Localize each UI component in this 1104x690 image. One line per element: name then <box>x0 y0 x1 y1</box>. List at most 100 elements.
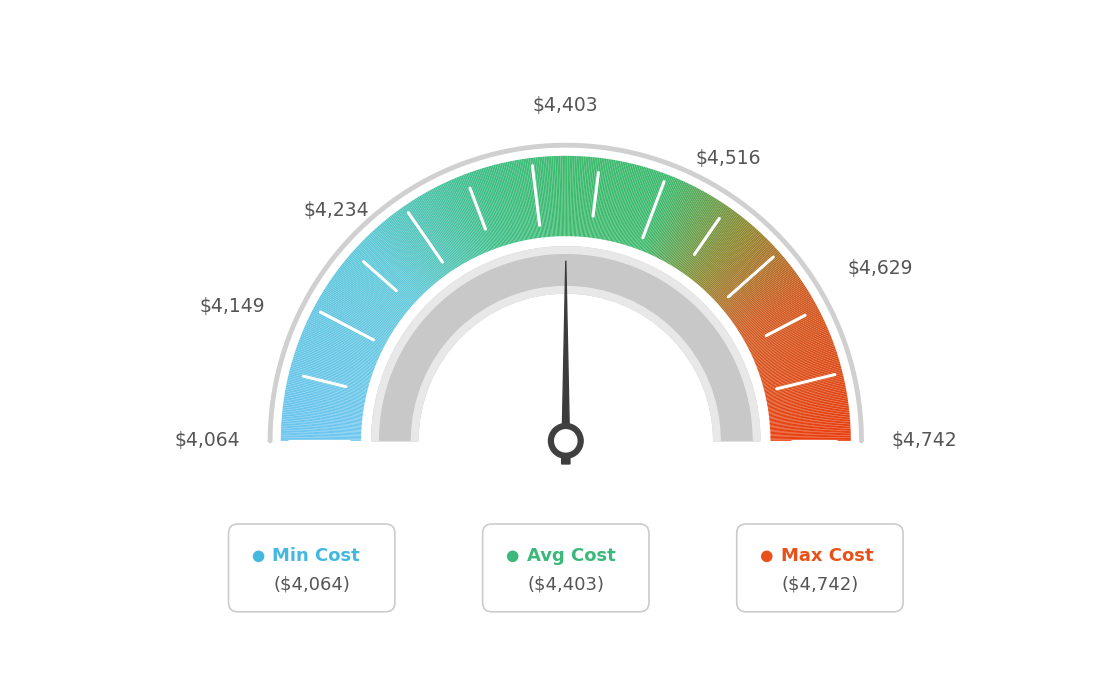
Wedge shape <box>680 204 729 273</box>
Wedge shape <box>349 253 413 308</box>
Wedge shape <box>293 353 372 380</box>
Wedge shape <box>662 189 703 263</box>
Wedge shape <box>458 175 491 253</box>
Wedge shape <box>392 213 443 279</box>
Wedge shape <box>397 208 447 277</box>
Wedge shape <box>539 155 548 239</box>
Wedge shape <box>736 286 808 332</box>
Wedge shape <box>689 213 742 280</box>
Wedge shape <box>505 161 524 242</box>
Wedge shape <box>344 258 410 313</box>
Wedge shape <box>414 197 459 268</box>
Wedge shape <box>347 255 411 310</box>
Wedge shape <box>279 426 363 432</box>
Wedge shape <box>749 315 825 353</box>
Wedge shape <box>464 172 495 251</box>
Wedge shape <box>768 430 852 435</box>
Wedge shape <box>322 289 393 334</box>
Text: Avg Cost: Avg Cost <box>527 547 615 565</box>
Wedge shape <box>764 378 846 397</box>
Wedge shape <box>410 200 456 270</box>
Wedge shape <box>752 326 829 360</box>
Wedge shape <box>649 179 684 256</box>
Wedge shape <box>728 268 795 319</box>
Wedge shape <box>295 346 374 375</box>
Wedge shape <box>548 155 554 238</box>
Wedge shape <box>279 423 363 429</box>
Wedge shape <box>486 166 510 246</box>
Wedge shape <box>437 184 476 259</box>
Wedge shape <box>689 213 740 279</box>
Wedge shape <box>747 313 822 351</box>
Wedge shape <box>423 192 466 264</box>
Wedge shape <box>683 207 733 275</box>
Wedge shape <box>692 217 745 283</box>
Wedge shape <box>611 161 630 243</box>
Wedge shape <box>633 170 661 249</box>
Wedge shape <box>729 270 796 320</box>
Wedge shape <box>279 439 362 441</box>
Wedge shape <box>405 203 453 273</box>
Wedge shape <box>710 238 769 298</box>
Wedge shape <box>326 283 396 330</box>
Wedge shape <box>550 155 555 238</box>
Wedge shape <box>485 166 509 246</box>
Wedge shape <box>606 160 625 242</box>
Wedge shape <box>282 402 364 414</box>
Wedge shape <box>577 155 584 238</box>
Wedge shape <box>763 370 843 391</box>
Wedge shape <box>542 155 551 238</box>
Text: $4,064: $4,064 <box>174 431 240 451</box>
FancyBboxPatch shape <box>482 524 649 612</box>
Wedge shape <box>348 254 412 309</box>
Wedge shape <box>551 155 556 238</box>
Wedge shape <box>544 155 552 238</box>
Wedge shape <box>613 162 634 244</box>
Wedge shape <box>699 225 755 288</box>
Wedge shape <box>767 398 849 411</box>
Wedge shape <box>741 295 814 339</box>
Text: Min Cost: Min Cost <box>273 547 360 565</box>
Wedge shape <box>304 324 380 359</box>
Wedge shape <box>407 201 455 271</box>
Wedge shape <box>283 400 364 413</box>
Wedge shape <box>361 239 421 299</box>
Wedge shape <box>279 432 362 436</box>
Wedge shape <box>601 159 616 241</box>
Wedge shape <box>279 435 362 438</box>
Wedge shape <box>623 166 647 246</box>
Wedge shape <box>661 188 702 262</box>
Wedge shape <box>305 322 381 358</box>
Wedge shape <box>491 164 514 245</box>
Wedge shape <box>769 433 852 437</box>
Wedge shape <box>750 317 825 354</box>
Wedge shape <box>740 293 813 337</box>
Wedge shape <box>572 155 576 238</box>
Wedge shape <box>474 169 502 248</box>
Wedge shape <box>622 166 646 246</box>
Wedge shape <box>678 202 725 272</box>
Wedge shape <box>755 335 832 367</box>
Wedge shape <box>718 250 781 306</box>
Wedge shape <box>553 155 559 238</box>
Wedge shape <box>288 370 369 391</box>
Wedge shape <box>532 156 543 239</box>
Wedge shape <box>375 226 432 289</box>
Wedge shape <box>417 195 461 267</box>
Wedge shape <box>328 280 397 328</box>
Wedge shape <box>705 232 763 293</box>
Wedge shape <box>723 259 788 313</box>
Wedge shape <box>372 228 429 291</box>
Wedge shape <box>698 222 753 286</box>
Wedge shape <box>703 230 761 292</box>
Wedge shape <box>527 157 539 239</box>
Wedge shape <box>355 245 417 303</box>
Wedge shape <box>363 237 423 297</box>
Wedge shape <box>307 317 382 354</box>
Wedge shape <box>756 342 836 372</box>
Wedge shape <box>585 156 595 239</box>
Wedge shape <box>714 245 776 303</box>
Wedge shape <box>289 364 370 388</box>
Wedge shape <box>607 161 627 242</box>
Wedge shape <box>282 405 364 417</box>
